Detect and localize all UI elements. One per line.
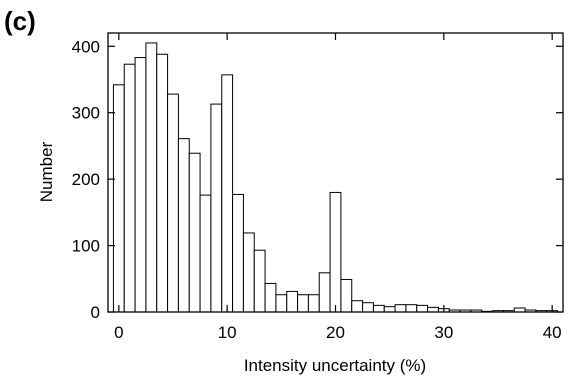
x-tick-label: 10 bbox=[218, 323, 237, 342]
histogram-bar bbox=[199, 194, 212, 313]
histogram-bar bbox=[112, 84, 125, 313]
histogram-bar bbox=[232, 193, 244, 313]
histogram-bar bbox=[329, 191, 342, 313]
x-axis-title: Intensity uncertainty (%) bbox=[244, 356, 426, 375]
histogram-bar bbox=[145, 42, 158, 313]
y-tick-label: 400 bbox=[72, 37, 100, 56]
histogram-bar bbox=[383, 306, 396, 313]
y-axis-title: Number bbox=[37, 141, 56, 202]
panel-label: (c) bbox=[4, 6, 36, 36]
histogram-bar bbox=[242, 232, 255, 313]
histogram-bar bbox=[134, 57, 147, 313]
histogram-bar bbox=[372, 304, 385, 313]
histogram-bar bbox=[297, 294, 309, 313]
bars-layer bbox=[112, 42, 559, 313]
histogram-bar bbox=[286, 290, 299, 313]
x-tick-label: 20 bbox=[326, 323, 345, 342]
histogram-bar bbox=[351, 300, 364, 313]
histogram-bar bbox=[318, 272, 331, 313]
x-tick-label: 40 bbox=[543, 323, 562, 342]
histogram-bar bbox=[177, 138, 190, 313]
histogram-bar bbox=[156, 53, 169, 313]
histogram-bar bbox=[188, 152, 201, 313]
histogram-bar bbox=[167, 93, 179, 313]
histogram-bar bbox=[340, 278, 353, 313]
histogram-bar bbox=[307, 294, 320, 313]
histogram-bar bbox=[394, 304, 407, 313]
histogram-bar bbox=[427, 306, 439, 313]
histogram-bar bbox=[123, 63, 136, 313]
histogram-bar bbox=[405, 304, 418, 313]
histogram-bar bbox=[221, 74, 234, 313]
x-tick-label: 0 bbox=[114, 323, 123, 342]
histogram-bar bbox=[253, 249, 266, 313]
y-tick-label: 300 bbox=[72, 104, 100, 123]
histogram-bar bbox=[362, 302, 374, 313]
x-tick-label: 30 bbox=[434, 323, 453, 342]
y-tick-label: 200 bbox=[72, 170, 100, 189]
histogram-bar bbox=[275, 294, 288, 313]
histogram-bar bbox=[416, 304, 429, 313]
y-tick-label: 0 bbox=[91, 303, 100, 322]
histogram-bar bbox=[210, 103, 223, 313]
histogram-bar bbox=[264, 282, 277, 313]
y-tick-label: 100 bbox=[72, 237, 100, 256]
